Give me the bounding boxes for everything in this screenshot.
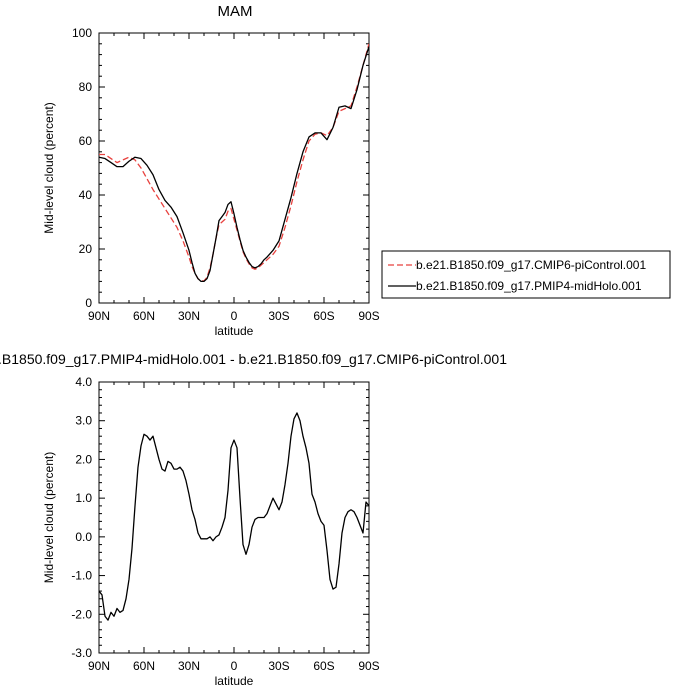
top-x-tick-label: 0 xyxy=(231,309,238,323)
bottom-y-axis-label: Mid-level cloud (percent) xyxy=(42,452,56,583)
bottom-plot-frame xyxy=(98,381,370,654)
top-plot-frame xyxy=(98,32,370,304)
bottom-x-tick-label: 30N xyxy=(178,659,200,673)
top-x-tick-label: 90N xyxy=(88,309,110,323)
bottom-y-tick-label: 3.0 xyxy=(75,414,92,428)
legend-label-1: b.e21.B1850.f09_g17.CMIP6-piControl.001 xyxy=(416,258,646,272)
bottom-x-tick-label: 90N xyxy=(88,659,110,673)
bottom-chart-panel: 90N 60N 30N 0 30S 60S 90S -3.0 -2.0 -1.0 0.0 1.0 2.0… xyxy=(42,375,380,688)
bottom-x-axis-label: latitude xyxy=(215,674,254,688)
top-y-axis-label: Mid-level cloud (percent) xyxy=(42,102,56,233)
bottom-x-tick-label: 60S xyxy=(313,659,334,673)
bottom-x-tick-label: 90S xyxy=(358,659,379,673)
chart-legend: b.e21.B1850.f09_g17.CMIP6-piControl.001b… xyxy=(381,250,671,299)
top-y-tick-label: 0 xyxy=(85,296,92,310)
bottom-x-tick-label: 30S xyxy=(268,659,289,673)
legend-label-2: b.e21.B1850.f09_g17.PMIP4-midHolo.001 xyxy=(416,279,642,293)
bottom-y-tick-label: 1.0 xyxy=(75,491,92,505)
top-series-line-1 xyxy=(99,43,369,282)
top-series-line-2 xyxy=(99,46,369,283)
top-y-tick-label: 20 xyxy=(79,242,93,256)
top-x-tick-label: 60N xyxy=(133,309,155,323)
top-chart-title: MAM xyxy=(218,3,253,20)
bottom-y-tick-label: 0.0 xyxy=(75,530,92,544)
bottom-y-tick-label: -3.0 xyxy=(71,646,92,660)
top-y-tick-label: 60 xyxy=(79,134,93,148)
top-x-tick-label: 30N xyxy=(178,309,200,323)
bottom-y-tick-label: 2.0 xyxy=(75,452,92,466)
bottom-y-tick-label: 4.0 xyxy=(75,375,92,389)
top-y-tick-label: 40 xyxy=(79,188,93,202)
legend-box xyxy=(381,250,671,299)
top-x-axis-label: latitude xyxy=(215,324,254,338)
bottom-chart-title: b.e21.B1850.f09_g17.PMIP4-midHolo.001 - … xyxy=(0,351,507,367)
top-x-tick-label: 90S xyxy=(358,309,379,323)
top-y-tick-label: 100 xyxy=(72,26,92,40)
top-y-tick-label: 80 xyxy=(79,80,93,94)
bottom-y-tick-label: -1.0 xyxy=(71,569,92,583)
bottom-x-tick-label: 0 xyxy=(231,659,238,673)
bottom-y-tick-label: -2.0 xyxy=(71,607,92,621)
bottom-series-line-1 xyxy=(99,412,369,621)
top-x-tick-label: 60S xyxy=(313,309,334,323)
bottom-x-tick-label: 60N xyxy=(133,659,155,673)
top-x-tick-label: 30S xyxy=(268,309,289,323)
top-chart-panel: 90N 60N 30N 0 30S 60S 90S 0 20 40 60 80 100 latitude M… xyxy=(42,26,380,338)
